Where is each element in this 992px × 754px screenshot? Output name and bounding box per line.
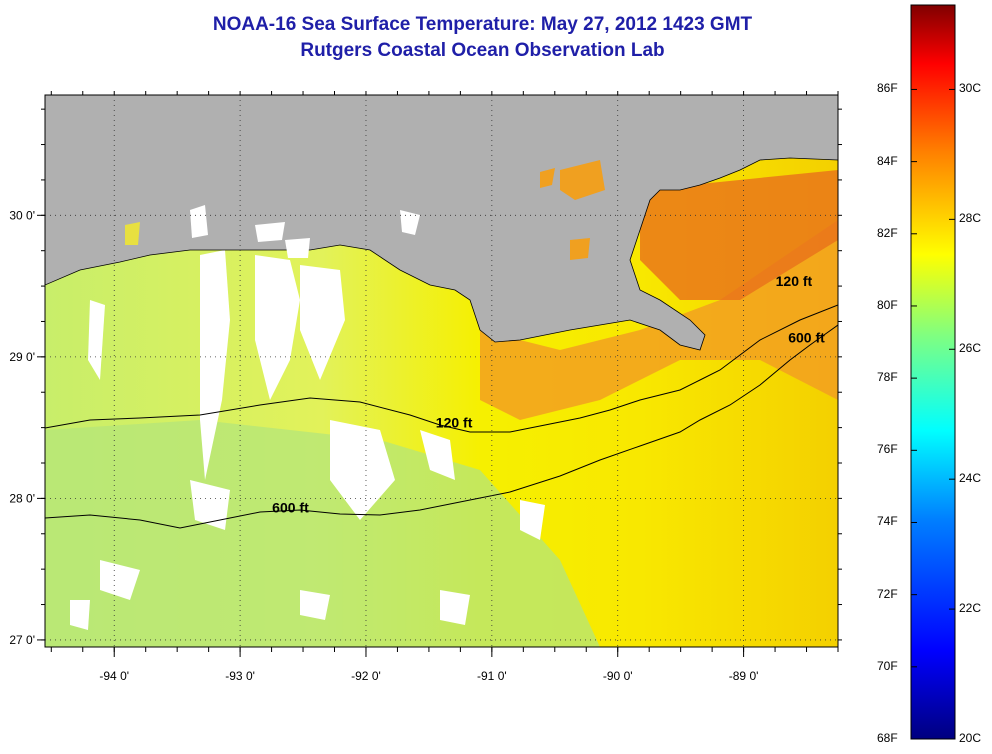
coastline-land [45,95,838,351]
contour-120ft [45,304,838,433]
colorbar-f-label: 70F [877,658,898,673]
colorbar-c-label: 22C [959,601,982,616]
map-subtitle: Rutgers Coastal Ocean Observation Lab [300,40,665,61]
colorbar-c-label: 28C [959,211,982,226]
lake-cloud [190,205,208,238]
lake-warm [540,168,555,188]
lat-tick-label: 29 0' [9,350,35,364]
lake-cloud [255,222,285,242]
lat-tick-label: 30 0' [9,208,35,222]
lon-tick-label: -93 0' [225,669,255,683]
lon-tick-label: -90 0' [603,669,633,683]
lake-warm [570,238,590,260]
lake-cloud [400,210,420,235]
graticule [45,95,838,647]
contour-label: 600 ft [272,500,309,516]
colorbar-ticks [911,88,955,740]
cool-water-zone [45,420,600,647]
colorbar-f-label: 84F [877,153,898,168]
contour-labels: 120 ft 600 ft 120 ft 600 ft [272,273,825,515]
warm-water-zone [480,220,838,420]
lake-warm [125,222,140,245]
colorbar-f-label: 86F [877,81,898,96]
latitude-labels: 30 0' 29 0' 28 0' 27 0' [9,208,35,647]
lake-cloud [285,238,310,258]
lat-tick-label: 27 0' [9,633,35,647]
map-title: NOAA-16 Sea Surface Temperature: May 27,… [212,14,753,35]
cloud-cover [70,250,545,630]
lon-tick-label: -94 0' [99,669,129,683]
colorbar-c-label: 20C [959,731,982,745]
lon-tick-label: -91 0' [477,669,507,683]
colorbar-c-label: 26C [959,341,982,356]
map-area [45,95,838,647]
colorbar-c-label: 24C [959,471,982,486]
map-frame [44,94,839,648]
lat-tick-label: 28 0' [9,491,35,505]
colorbar-f-label: 78F [877,370,898,385]
lake-warm [560,160,605,200]
lon-tick-label: -92 0' [351,669,381,683]
colorbar-f-label: 80F [877,297,898,312]
longitude-labels: -94 0' -93 0' -92 0' -91 0' -90 0' -89 0' [99,669,758,683]
colorbar-c-label: 30C [959,81,982,96]
colorbar-f-label: 74F [877,514,898,529]
hot-water-zone [640,170,838,300]
contour-label: 120 ft [436,415,473,431]
contour-label: 600 ft [788,330,825,346]
colorbar-f-label: 82F [877,225,898,240]
lon-tick-label: -89 0' [729,669,759,683]
contour-600ft [45,324,838,529]
contour-label: 120 ft [776,273,813,289]
map-ticks [37,91,842,657]
colorbar-f-label: 76F [877,442,898,457]
colorbar-f-label: 68F [877,731,898,745]
colorbar-f-label: 72F [877,586,898,601]
colorbar [910,4,956,740]
